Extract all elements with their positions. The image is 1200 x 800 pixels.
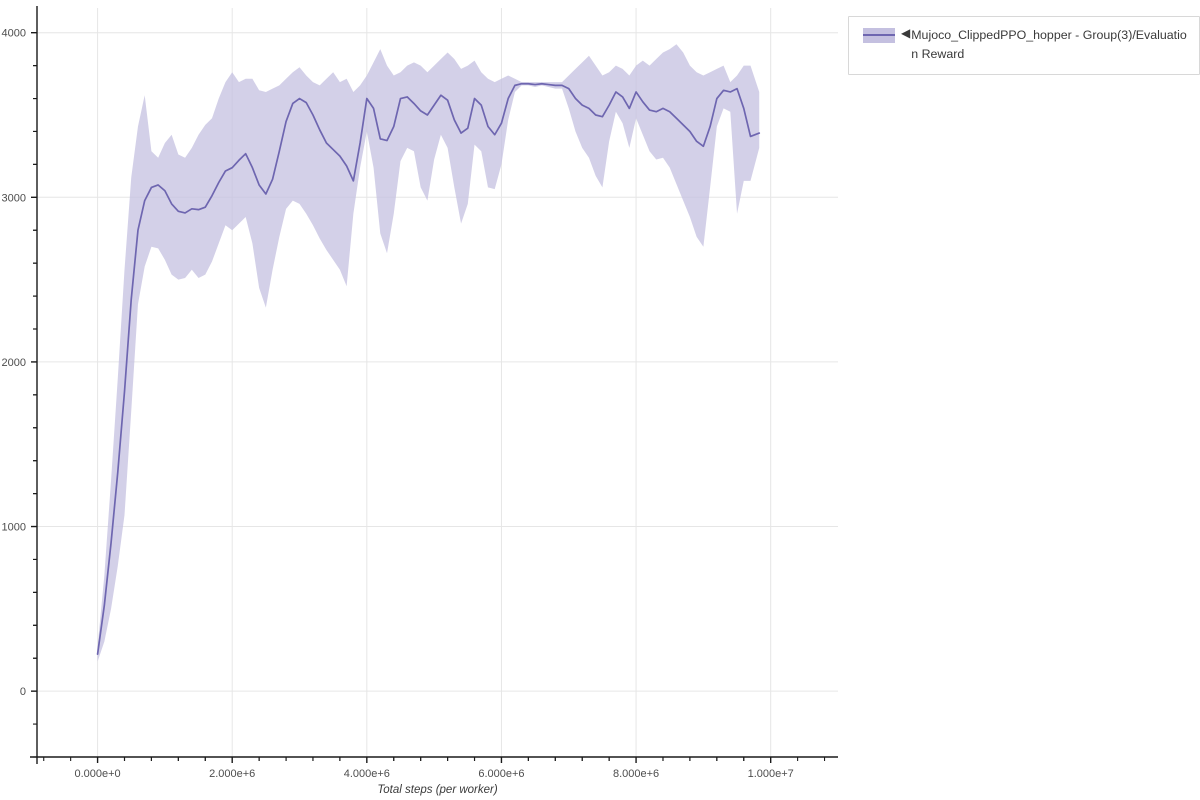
axes	[30, 6, 838, 764]
mean-line-path	[96, 82, 761, 655]
x-tick-label: 0.000e+0	[74, 768, 120, 780]
legend-entry-label: Mujoco_ClippedPPO_hopper - Group(3)/Eval…	[911, 28, 1187, 61]
mean-line	[96, 82, 761, 655]
band-area	[97, 44, 760, 662]
legend-entry[interactable]: ◀ Mujoco_ClippedPPO_hopper - Group(3)/Ev…	[859, 26, 1189, 64]
x-tick-label: 6.000e+6	[478, 768, 524, 780]
legend-line-swatch	[863, 34, 895, 37]
y-tick-label: 0	[20, 686, 26, 698]
x-tick-label: 8.000e+6	[613, 768, 659, 780]
legend-color-swatch	[863, 28, 895, 43]
x-axis-title: Total steps (per worker)	[377, 784, 498, 796]
confidence-band	[97, 44, 760, 662]
y-tick-label: 4000	[2, 28, 26, 40]
x-tick-label: 4.000e+6	[344, 768, 390, 780]
x-tick-label: 1.000e+7	[748, 768, 794, 780]
tick-labels: 0 1000 2000 3000 4000 0.000e+0 2.000e+6 4.000e+…	[2, 28, 794, 780]
x-tick-label: 2.000e+6	[209, 768, 255, 780]
legend-marker-icon: ◀	[901, 26, 911, 40]
legend-box[interactable]: ◀ Mujoco_ClippedPPO_hopper - Group(3)/Ev…	[848, 16, 1200, 75]
y-tick-label: 1000	[2, 522, 26, 534]
y-tick-label: 3000	[2, 192, 26, 204]
y-tick-label: 2000	[2, 357, 26, 369]
